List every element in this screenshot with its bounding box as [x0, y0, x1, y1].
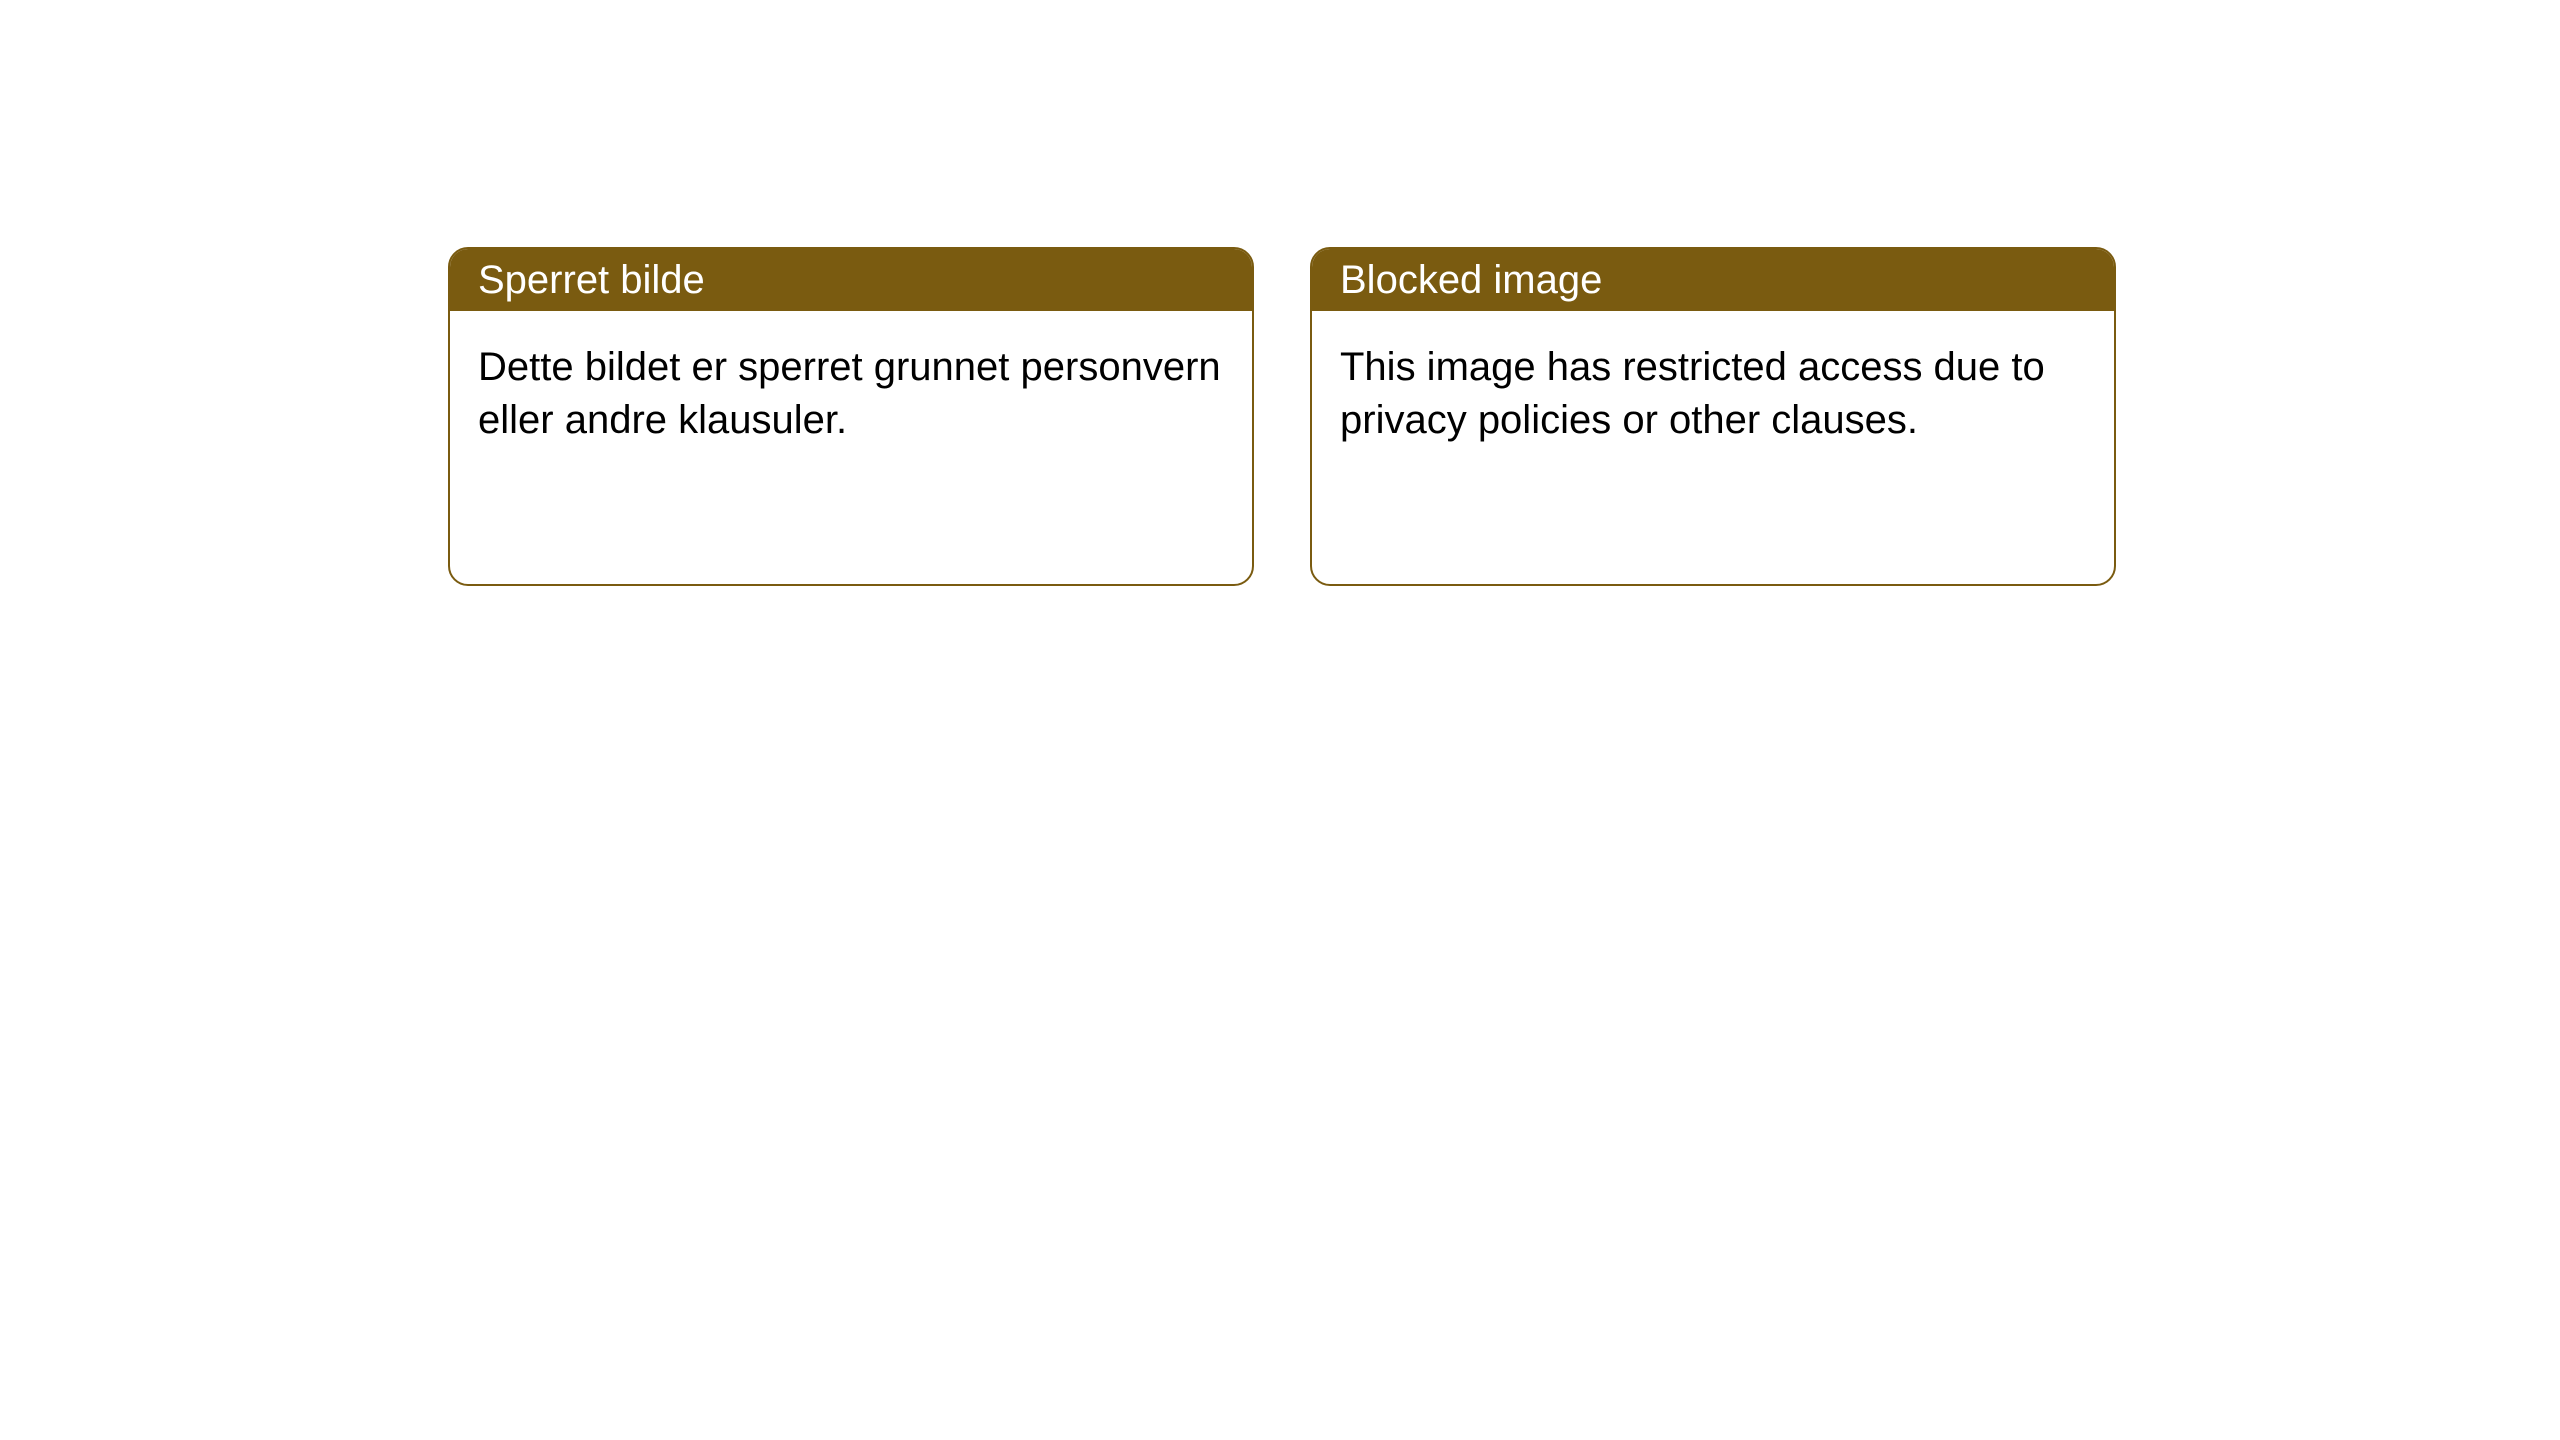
notice-card-norwegian: Sperret bilde Dette bildet er sperret gr…: [448, 247, 1254, 586]
notice-header: Sperret bilde: [450, 249, 1252, 311]
notice-body: Dette bildet er sperret grunnet personve…: [450, 311, 1252, 477]
notice-body-text: Dette bildet er sperret grunnet personve…: [478, 345, 1221, 442]
notice-title: Blocked image: [1340, 258, 1602, 303]
notice-title: Sperret bilde: [478, 258, 705, 303]
notice-body: This image has restricted access due to …: [1312, 311, 2114, 477]
notice-card-english: Blocked image This image has restricted …: [1310, 247, 2116, 586]
notice-body-text: This image has restricted access due to …: [1340, 345, 2045, 442]
notice-container: Sperret bilde Dette bildet er sperret gr…: [0, 0, 2560, 586]
notice-header: Blocked image: [1312, 249, 2114, 311]
